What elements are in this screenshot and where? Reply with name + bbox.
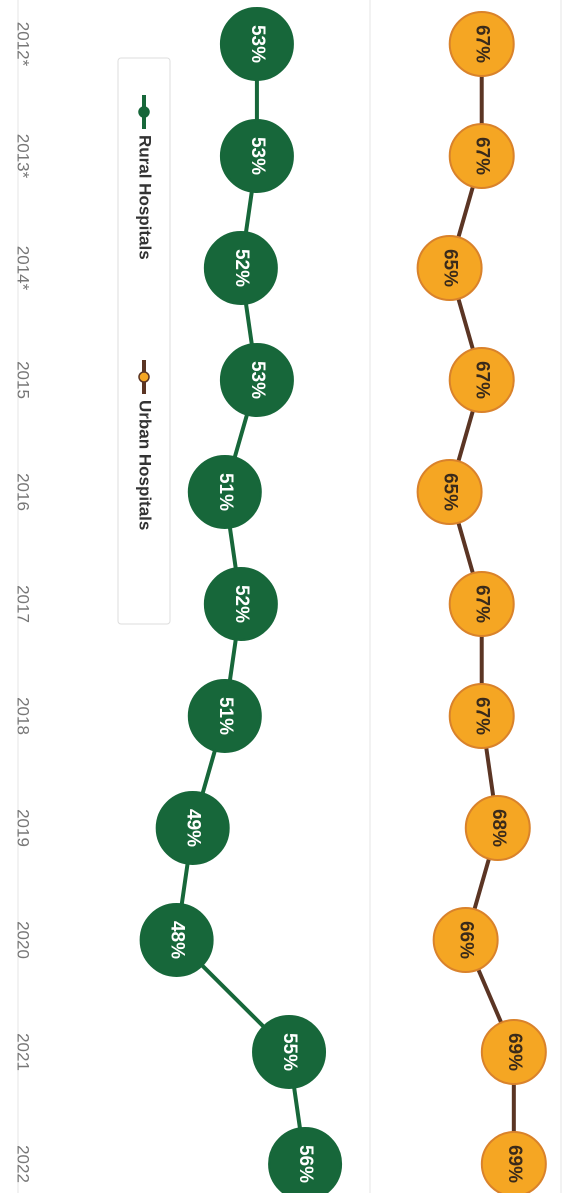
data-label: 66% xyxy=(456,921,477,959)
data-label: 69% xyxy=(504,1033,525,1071)
data-label: 67% xyxy=(472,361,493,399)
data-point xyxy=(448,571,515,637)
x-tick-label: 2022 xyxy=(14,1145,33,1183)
data-point xyxy=(187,455,262,529)
data-point xyxy=(203,231,278,305)
data-label: 56% xyxy=(295,1145,316,1183)
data-label: 69% xyxy=(504,1145,525,1183)
data-label: 67% xyxy=(472,697,493,735)
data-point xyxy=(448,123,515,189)
data-point xyxy=(448,347,515,413)
data-point xyxy=(448,11,515,77)
data-point xyxy=(203,567,278,641)
x-tick-label: 2012* xyxy=(14,22,33,67)
data-point xyxy=(464,795,531,861)
legend-marker xyxy=(138,371,150,383)
gridlines xyxy=(17,0,562,1193)
data-point xyxy=(416,459,483,525)
data-point xyxy=(448,683,515,749)
legend-label: Urban Hospitals xyxy=(136,400,155,530)
data-label: 67% xyxy=(472,25,493,63)
legend-label: Rural Hospitals xyxy=(136,135,155,260)
data-point xyxy=(480,1131,547,1193)
legend-box xyxy=(117,57,171,625)
data-label: 51% xyxy=(215,697,236,735)
x-tick-label: 2021 xyxy=(14,1033,33,1071)
data-label: 53% xyxy=(247,137,268,175)
data-point xyxy=(187,679,262,753)
data-label: 51% xyxy=(215,473,236,511)
data-point xyxy=(219,343,294,417)
data-label: 53% xyxy=(247,25,268,63)
data-point xyxy=(155,791,230,865)
data-point xyxy=(416,235,483,301)
data-label: 48% xyxy=(167,921,188,959)
data-point xyxy=(432,907,499,973)
data-point xyxy=(139,903,214,977)
x-tick-label: 2013* xyxy=(14,134,33,179)
data-label: 68% xyxy=(488,809,509,847)
data-label: 65% xyxy=(440,473,461,511)
legend-marker xyxy=(138,106,150,118)
x-tick-label: 2014* xyxy=(14,246,33,291)
x-tick-label: 2017 xyxy=(14,585,33,623)
data-label: 65% xyxy=(440,249,461,287)
data-label: 67% xyxy=(472,585,493,623)
x-tick-label: 2016 xyxy=(14,473,33,511)
x-tick-label: 2020 xyxy=(14,921,33,959)
data-label: 52% xyxy=(231,585,252,623)
data-label: 67% xyxy=(472,137,493,175)
data-label: 49% xyxy=(183,809,204,847)
data-point xyxy=(252,1015,327,1089)
data-label: 52% xyxy=(231,249,252,287)
data-label: 55% xyxy=(279,1033,300,1071)
x-tick-label: 2019 xyxy=(14,809,33,847)
x-tick-label: 2018 xyxy=(14,697,33,735)
x-tick-label: 2015 xyxy=(14,361,33,399)
data-point xyxy=(268,1127,343,1193)
data-point xyxy=(480,1019,547,1085)
data-point xyxy=(219,119,294,193)
data-label: 53% xyxy=(247,361,268,399)
data-point xyxy=(219,7,294,81)
